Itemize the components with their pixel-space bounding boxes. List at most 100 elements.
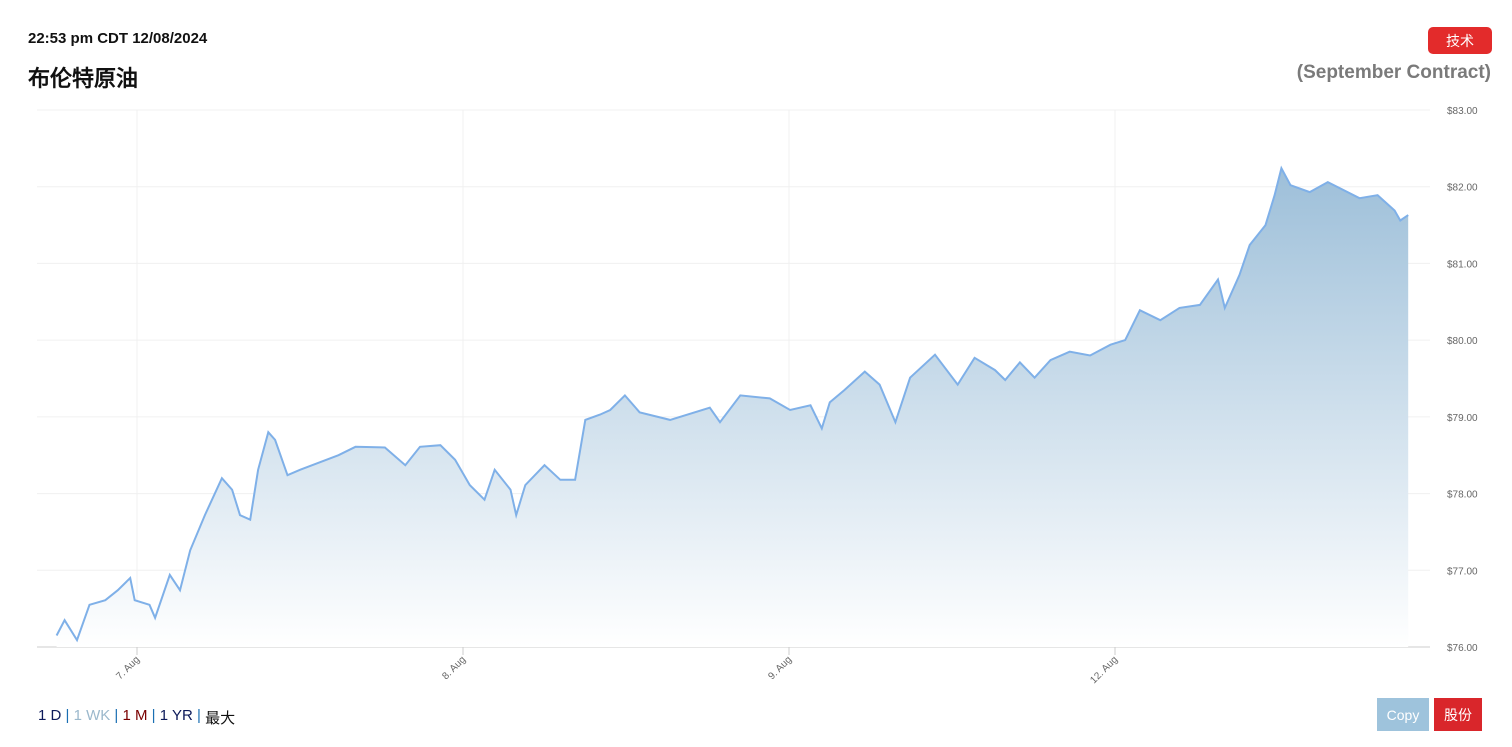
data-point (974, 357, 976, 359)
data-point (510, 489, 512, 491)
data-point (1399, 219, 1401, 221)
data-point (719, 421, 721, 423)
x-tick-label: 12. Aug (1088, 654, 1120, 686)
data-point (1089, 354, 1091, 356)
data-point (1224, 307, 1226, 309)
data-point (609, 409, 611, 411)
price-chart[interactable]: $76.00 $77.00 $78.00 $79.00 $80.00 $81.00 $82.… (0, 0, 1512, 700)
data-point (1109, 344, 1111, 346)
range-1d[interactable]: 1 D (38, 707, 62, 724)
data-point (574, 479, 576, 481)
data-point (864, 371, 866, 373)
y-tick-label: $81.00 (1447, 259, 1478, 270)
data-point (88, 604, 90, 606)
data-point (129, 577, 131, 579)
data-point (148, 604, 150, 606)
data-point (189, 549, 191, 551)
data-point (843, 389, 845, 391)
x-axis-labels: 7. Aug 8. Aug 9. Aug 12. Aug (114, 654, 1120, 686)
data-point (1289, 184, 1291, 186)
data-point (404, 464, 406, 466)
data-point (559, 479, 561, 481)
data-point (1124, 339, 1126, 341)
range-selector: 1 D | 1 WK | 1 M | 1 YR | 最大 (38, 707, 235, 728)
data-point (56, 634, 58, 636)
data-point (909, 377, 911, 379)
data-point (1049, 359, 1051, 361)
data-point (810, 404, 812, 406)
data-point (584, 419, 586, 421)
price-area (56, 168, 1409, 648)
data-point (134, 599, 136, 601)
x-tick-label: 7. Aug (114, 654, 142, 682)
data-point (299, 469, 301, 471)
data-point (1139, 309, 1141, 311)
range-1yr[interactable]: 1 YR (159, 707, 193, 724)
data-point (769, 397, 771, 399)
data-point (934, 354, 936, 356)
range-max[interactable]: 最大 (205, 709, 236, 727)
data-point (994, 369, 996, 371)
y-tick-label: $82.00 (1447, 183, 1478, 194)
data-point (354, 446, 356, 448)
data-point (287, 474, 289, 476)
data-point (169, 574, 171, 576)
data-point (669, 419, 671, 421)
data-point (1265, 224, 1267, 226)
data-point (1034, 377, 1036, 379)
data-point (1359, 197, 1361, 199)
data-point (879, 384, 881, 386)
y-tick-label: $77.00 (1447, 566, 1478, 577)
share-button[interactable]: 股份 (1434, 698, 1482, 731)
data-point (154, 617, 156, 619)
data-point (1407, 214, 1409, 216)
data-point (515, 514, 517, 516)
data-point (1004, 379, 1006, 381)
data-point (319, 461, 321, 463)
data-point (439, 444, 441, 446)
data-point (1394, 209, 1396, 211)
data-point (709, 407, 711, 409)
data-point (221, 477, 223, 479)
range-separator: | (61, 707, 74, 724)
technical-button[interactable]: 技术 (1428, 27, 1492, 54)
price-line (55, 165, 1409, 643)
contract-label: (September Contract) (1296, 62, 1491, 83)
data-point (179, 589, 181, 591)
timestamp: 22:53 pm CDT 12/08/2024 (28, 30, 208, 47)
range-separator: | (192, 707, 206, 724)
x-tick-label: 9. Aug (766, 654, 794, 682)
data-point (469, 484, 471, 486)
data-point (1327, 181, 1329, 183)
data-point (64, 619, 66, 621)
data-point (104, 599, 106, 601)
data-point (739, 394, 741, 396)
range-1m[interactable]: 1 M (122, 707, 148, 724)
data-point (204, 514, 206, 516)
data-point (384, 447, 386, 449)
data-point (821, 427, 823, 429)
range-separator: | (110, 707, 123, 724)
data-point (1159, 319, 1161, 321)
data-point (544, 464, 546, 466)
data-point (239, 514, 241, 516)
y-axis-labels: $76.00 $77.00 $78.00 $79.00 $80.00 $81.00 $82.… (1447, 106, 1478, 654)
y-tick-label: $78.00 (1447, 490, 1478, 501)
range-1wk[interactable]: 1 WK (73, 707, 111, 724)
data-point (829, 401, 831, 403)
y-tick-label: $79.00 (1447, 413, 1478, 424)
data-point (639, 411, 641, 413)
range-separator: | (147, 707, 160, 724)
data-point (1069, 351, 1071, 353)
data-point (1377, 194, 1379, 196)
data-point (419, 446, 421, 448)
copy-button[interactable]: Copy (1377, 698, 1429, 731)
y-tick-label: $83.00 (1447, 106, 1478, 117)
data-point (76, 639, 78, 641)
data-point (484, 499, 486, 501)
data-point (267, 431, 269, 433)
data-point (1239, 274, 1241, 276)
data-point (1280, 167, 1282, 169)
data-point (789, 409, 791, 411)
data-point (1019, 361, 1021, 363)
